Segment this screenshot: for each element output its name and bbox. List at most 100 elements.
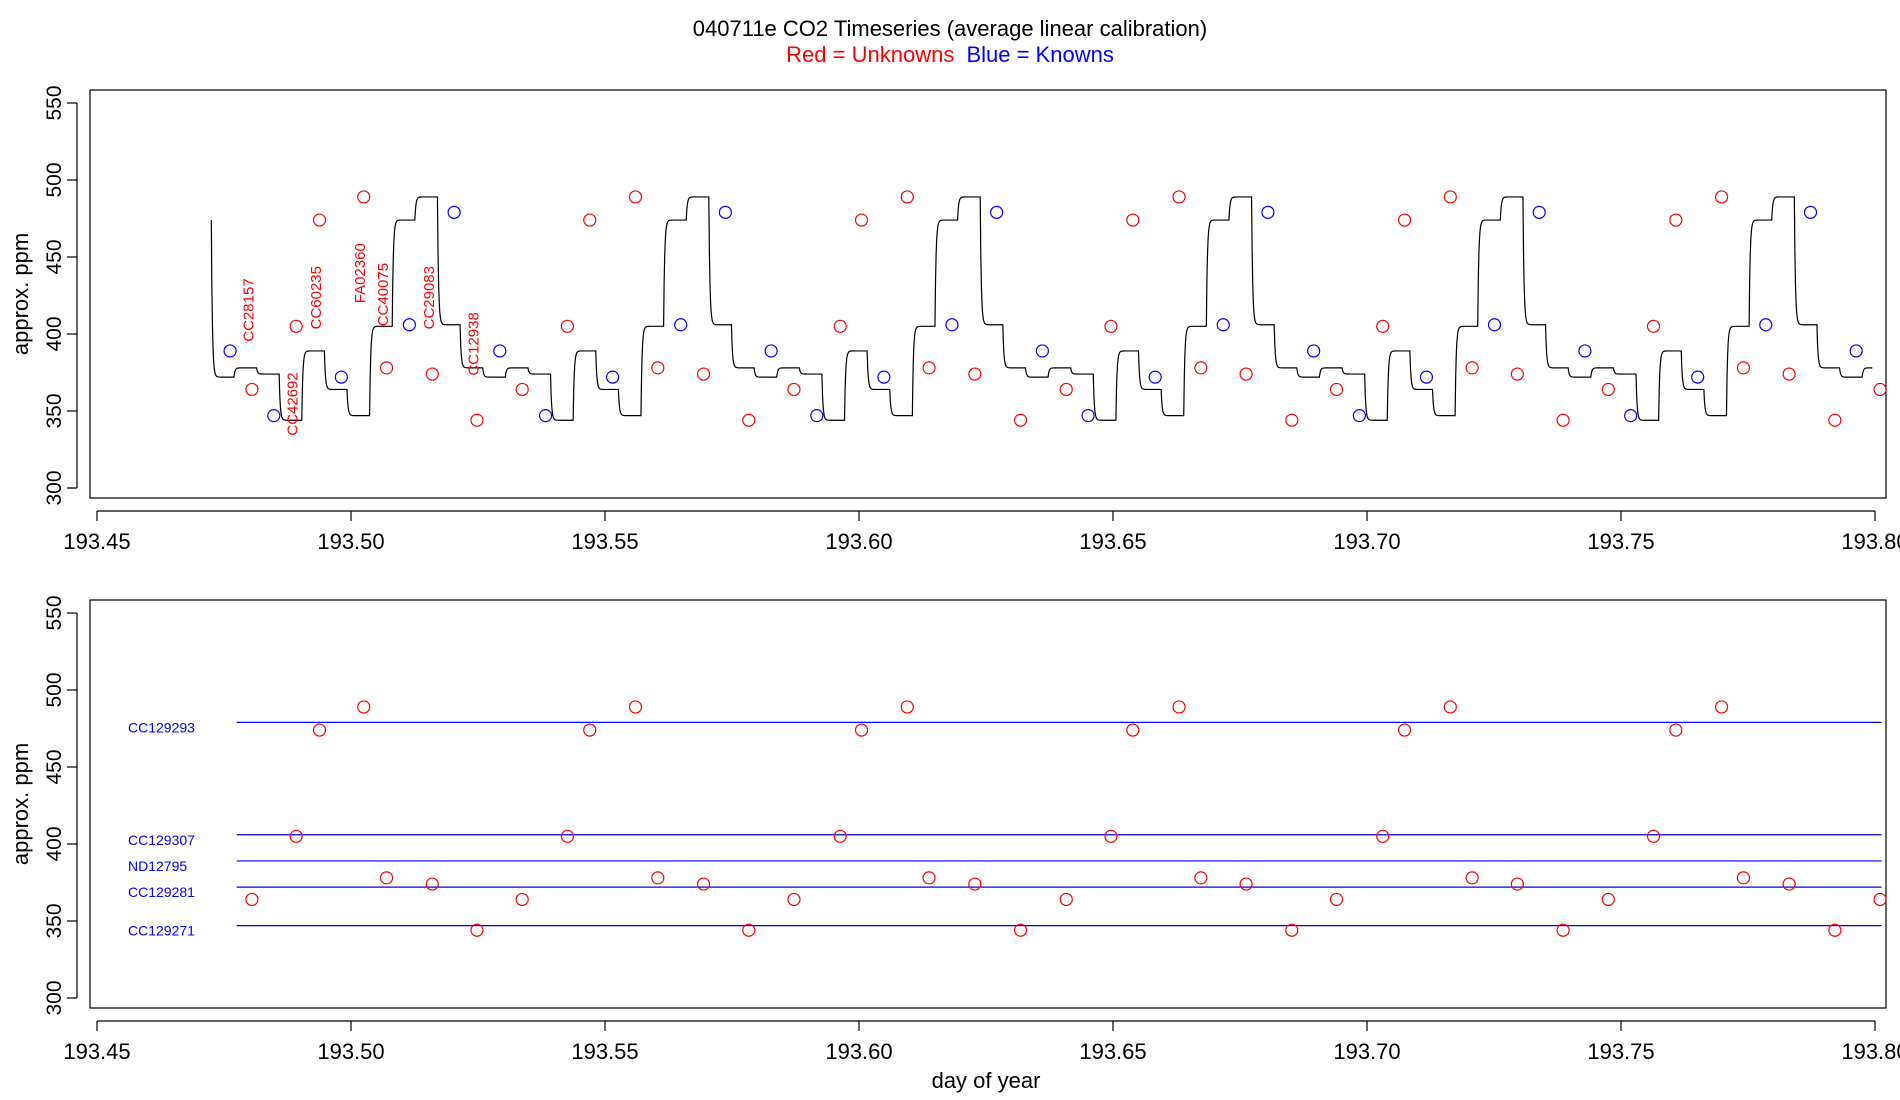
unknown-sample-marker: [379, 871, 394, 885]
unknown-sample-marker: [1376, 319, 1390, 333]
figure-title: 040711e CO2 Timeseries (average linear c…: [693, 16, 1207, 41]
unknown-sample-marker: [245, 892, 259, 907]
unknown-sample-marker: [1013, 923, 1028, 937]
unknown-sample-marker: [1329, 892, 1344, 907]
known-sample-marker: [674, 318, 688, 332]
unknown-sample-marker: [854, 723, 869, 737]
bottom-x-tick-label: 193.50: [317, 1039, 384, 1064]
known-sample-marker: [1216, 318, 1230, 332]
unknown-sample-marker: [1285, 923, 1299, 937]
unknown-sample-marker: [696, 367, 711, 381]
bottom-x-tick-label: 193.60: [825, 1039, 892, 1064]
bottom-y-tick-label: 550: [43, 595, 66, 630]
known-sample-marker: [718, 205, 732, 219]
known-sample-marker: [538, 409, 553, 423]
unknown-sample-marker: [515, 892, 529, 907]
unknown-sample-marker: [1172, 700, 1186, 714]
unknown-sample-marker: [560, 829, 575, 843]
top-y-tick-label: 550: [43, 85, 66, 120]
unknown-sample-marker: [312, 213, 327, 227]
top-y-tick-label: 300: [43, 470, 66, 505]
unknown-sample-marker: [833, 829, 847, 843]
unknown-sample-marker: [1646, 319, 1661, 333]
unknown-sample-marker: [1194, 871, 1208, 885]
reference-standard-label: CC129293: [128, 719, 195, 735]
top-y-tick-label: 400: [43, 316, 66, 351]
known-sample-marker: [1624, 409, 1638, 423]
bottom-panel-calibration: 300 350 400 450 500 550 approx. ppm 193.45 193.5…: [8, 595, 1900, 1093]
unknown-sample-marker: [425, 877, 439, 891]
unknown-sample-marker: [1059, 382, 1073, 397]
bottom-y-tick-label: 500: [43, 672, 66, 707]
top-y-axis-label: approx. ppm: [8, 233, 33, 355]
unknown-sample-marker: [1782, 367, 1796, 381]
unknown-sample-marker: [1104, 319, 1118, 333]
unknown-sample-marker: [651, 871, 665, 885]
unknown-sample-marker: [560, 319, 575, 333]
sample-id-annotation: CC29083: [421, 266, 438, 329]
unknown-sample-marker: [1172, 190, 1186, 204]
known-sample-marker: [1849, 344, 1863, 358]
unknown-sample-marker: [470, 923, 484, 937]
bottom-x-axis-label: day of year: [932, 1068, 1041, 1093]
bottom-x-tick-label: 193.70: [1333, 1039, 1400, 1064]
unknown-sample-marker: [968, 367, 982, 381]
bottom-y-tick-label: 450: [43, 749, 66, 784]
known-sample-marker: [945, 318, 959, 332]
bottom-x-tick-label: 193.75: [1587, 1039, 1654, 1064]
sample-id-annotation: CC40075: [375, 263, 392, 326]
unknown-sample-marker: [1828, 413, 1842, 427]
unknown-sample-marker: [379, 361, 394, 375]
known-sample-marker: [877, 370, 891, 384]
unknown-sample-marker: [1736, 361, 1751, 375]
unknown-sample-marker: [968, 877, 982, 891]
known-sample-marker: [1081, 409, 1095, 423]
known-sample-marker: [1035, 344, 1049, 358]
known-sample-marker: [223, 344, 237, 358]
unknown-sample-marker: [289, 829, 303, 843]
unknown-sample-marker: [357, 700, 371, 714]
unknown-sample-marker: [312, 723, 327, 737]
known-sample-marker: [1307, 344, 1321, 358]
top-x-tick-label: 193.75: [1587, 529, 1654, 554]
unknown-sample-marker: [1465, 361, 1479, 375]
unknown-sample-marker: [1873, 892, 1887, 907]
known-sample-marker: [447, 205, 461, 219]
known-sample-marker: [1352, 409, 1366, 423]
top-y-tick-label: 450: [43, 239, 66, 274]
sample-id-annotation: FA02360: [352, 243, 369, 303]
known-sample-marker: [1532, 205, 1546, 219]
unknown-sample-marker: [1013, 413, 1028, 427]
bottom-x-tick-label: 193.65: [1079, 1039, 1146, 1064]
bottom-y-axis-label: approx. ppm: [8, 743, 33, 865]
known-sample-marker: [1691, 370, 1705, 384]
sample-id-annotation: CC42692: [285, 372, 302, 435]
known-sample-marker: [1578, 344, 1592, 358]
unknown-sample-marker: [900, 700, 914, 714]
bottom-x-tick-label: 193.80: [1841, 1039, 1900, 1064]
unknown-sample-marker: [1601, 382, 1615, 397]
unknown-sample-marker: [1828, 923, 1842, 937]
known-sample-marker: [267, 409, 281, 423]
unknown-sample-marker: [854, 213, 869, 227]
known-sample-marker: [1803, 205, 1818, 219]
unknown-sample-marker: [1239, 367, 1253, 381]
top-x-tick-label: 193.60: [825, 529, 892, 554]
unknown-sample-marker: [1397, 723, 1412, 737]
unknown-sample-marker: [787, 382, 801, 397]
figure-legend: Red = Unknowns Blue = Knowns: [786, 42, 1114, 67]
bottom-y-tick-label: 400: [43, 826, 66, 861]
known-sample-marker: [606, 370, 620, 384]
unknown-sample-marker: [1104, 829, 1118, 843]
known-sample-marker: [1759, 318, 1773, 332]
legend-unknowns: Red = Unknowns: [786, 42, 954, 67]
known-sample-marker: [402, 318, 417, 332]
bottom-x-tick-label: 193.55: [571, 1039, 638, 1064]
unknown-sample-marker: [1059, 892, 1073, 907]
unknown-sample-marker: [787, 892, 801, 907]
bottom-y-tick-label: 300: [43, 980, 66, 1015]
unknown-sample-marker: [1556, 923, 1570, 937]
unknown-sample-marker: [1601, 892, 1615, 907]
unknown-sample-marker: [1714, 700, 1729, 714]
